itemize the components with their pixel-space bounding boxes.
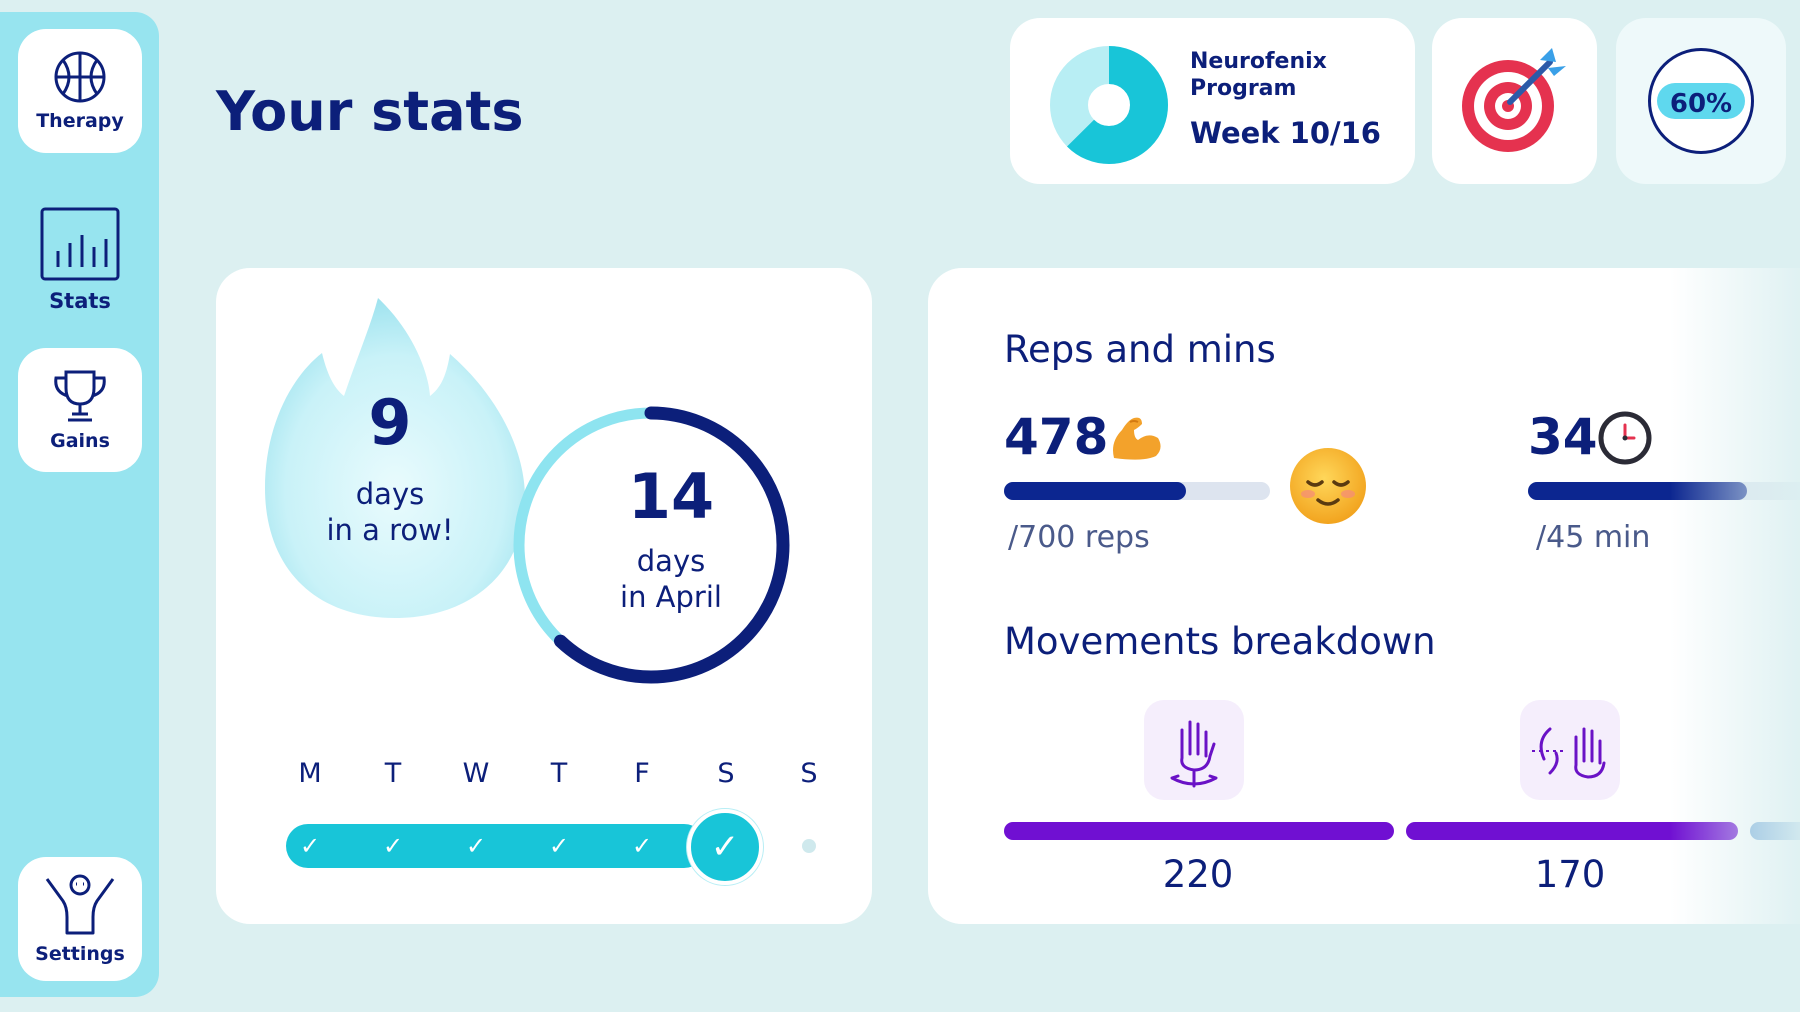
- today-check-icon: ✓: [687, 809, 763, 885]
- day-label-mon: M: [298, 758, 322, 789]
- sidebar-item-label: Settings: [35, 943, 125, 965]
- movement-item-2[interactable]: [1520, 700, 1620, 800]
- hand-flip-icon: [1532, 727, 1606, 779]
- flexed-biceps-icon: [1113, 417, 1161, 460]
- day-label-sat: S: [717, 758, 735, 789]
- day-label-fri: F: [634, 758, 650, 789]
- movement-value-1: 220: [1162, 853, 1234, 896]
- day-label-sun: S: [800, 758, 818, 789]
- relieved-face-icon: [1290, 448, 1366, 524]
- target-dart-icon: [1462, 48, 1566, 152]
- reps-progress-fill: [1004, 482, 1186, 500]
- sidebar: Therapy Stats Gains Settings: [0, 12, 159, 997]
- program-progress-donut: [1050, 46, 1168, 164]
- movement-bar-3: [1750, 822, 1800, 840]
- month-progress-ring: [512, 406, 790, 684]
- mins-progress-bar: [1528, 482, 1800, 500]
- month-days-line1: days: [636, 544, 706, 578]
- program-name-line1: Neurofenix: [1190, 49, 1327, 74]
- streak-card: 9 days in a row! 14 days in April M T W …: [216, 268, 872, 924]
- target-card[interactable]: [1432, 18, 1597, 184]
- check-icon: ✓: [631, 832, 653, 860]
- streak-count: 9: [368, 386, 412, 459]
- mins-value: 34: [1528, 408, 1598, 466]
- check-icon: ✓: [465, 832, 487, 860]
- movement-bar-2: [1406, 822, 1738, 840]
- clock-icon: [1598, 411, 1652, 465]
- streak-label-line1: days: [355, 477, 425, 511]
- page-title: Your stats: [216, 80, 524, 143]
- day-label-thu: T: [550, 758, 568, 789]
- trophy-icon: [54, 370, 106, 422]
- reps-card: Reps and mins 478 /700 reps 34 /45 min M…: [928, 268, 1800, 924]
- percent-label: 60%: [1669, 89, 1733, 119]
- month-days-count: 14: [627, 460, 715, 533]
- reps-title: Reps and mins: [1004, 328, 1276, 371]
- upcoming-day-dot: [802, 839, 816, 853]
- movement-bar-1: [1004, 822, 1394, 840]
- sidebar-item-gains[interactable]: Gains: [18, 348, 142, 472]
- day-label-tue: T: [384, 758, 402, 789]
- percent-gauge-fill: [1657, 83, 1745, 119]
- sidebar-item-settings[interactable]: Settings: [18, 857, 142, 981]
- reps-value: 478: [1004, 408, 1109, 466]
- movement-value-2: 170: [1534, 853, 1606, 896]
- hand-rotate-icon: [1170, 720, 1218, 788]
- check-icon: ✓: [548, 832, 570, 860]
- bar-chart-icon: [40, 207, 120, 281]
- sidebar-item-label: Stats: [49, 289, 111, 313]
- week-progress-track: [286, 824, 706, 868]
- streak-label-line2: in a row!: [326, 513, 454, 547]
- percent-gauge: 60%: [1648, 48, 1754, 154]
- movements-title: Movements breakdown: [1004, 620, 1436, 663]
- person-cheer-icon: [45, 874, 115, 935]
- mins-progress-fill: [1528, 482, 1748, 500]
- sidebar-item-label: Gains: [50, 430, 110, 452]
- flame-shape: [265, 298, 525, 618]
- movement-item-1[interactable]: [1144, 700, 1244, 800]
- program-week: Week 10/16: [1190, 116, 1381, 150]
- month-days-line2: in April: [620, 580, 722, 614]
- check-icon: ✓: [299, 832, 321, 860]
- reps-goal: /700 reps: [1008, 520, 1150, 555]
- program-card[interactable]: Neurofenix Program Week 10/16: [1010, 18, 1415, 184]
- reps-progress-bar: [1004, 482, 1270, 500]
- percent-card[interactable]: 60%: [1616, 18, 1786, 184]
- program-name-line2: Program: [1190, 76, 1297, 101]
- mins-goal: /45 min: [1536, 520, 1651, 555]
- basketball-icon: [54, 51, 106, 103]
- check-icon: ✓: [382, 832, 404, 860]
- day-label-wed: W: [462, 758, 490, 789]
- sidebar-item-therapy[interactable]: Therapy: [18, 29, 142, 153]
- sidebar-item-label: Therapy: [36, 110, 124, 132]
- sidebar-item-stats[interactable]: Stats: [18, 195, 142, 325]
